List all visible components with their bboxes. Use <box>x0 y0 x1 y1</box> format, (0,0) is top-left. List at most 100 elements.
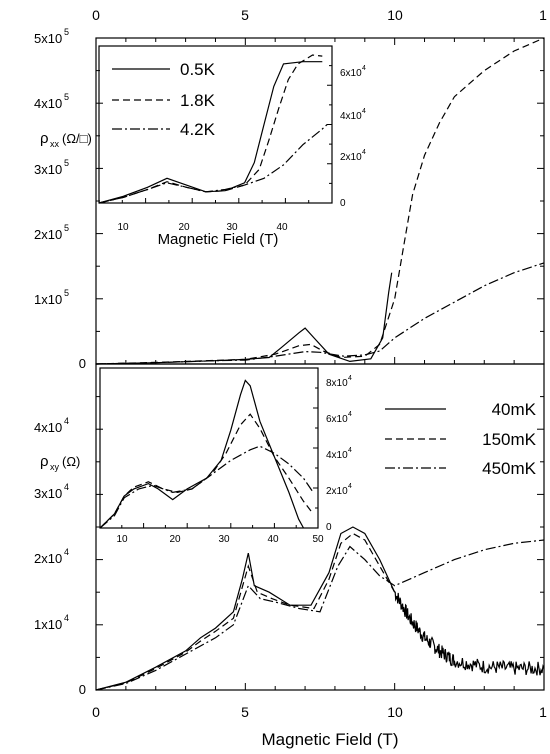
svg-text:(Ω): (Ω) <box>62 454 80 469</box>
svg-text:5: 5 <box>64 27 69 37</box>
xy-inset-y-tick-8e4: 8x10 4 <box>326 375 352 389</box>
top-x-tick-5: 5 <box>241 7 249 23</box>
svg-text:5: 5 <box>64 288 69 298</box>
svg-text:4: 4 <box>362 149 366 156</box>
rho-xx-inset-series-4.2k <box>98 124 328 204</box>
top-x-tick-0: 0 <box>92 7 100 23</box>
svg-text:5: 5 <box>64 158 69 168</box>
rho-xx-frame <box>95 37 545 365</box>
rho-xy-y-tick-0: 0 <box>79 682 86 697</box>
bottom-x-tick-10: 10 <box>387 704 403 720</box>
xx-legend: 0.5K 1.8K 4.2K <box>112 60 216 139</box>
rho-xx-main-series-1 <box>95 37 545 365</box>
svg-text:xx: xx <box>50 139 60 149</box>
svg-text:(Ω/□): (Ω/□) <box>62 131 92 146</box>
xy-inset-y-tick-4e4: 4x10 4 <box>326 447 352 461</box>
legend-label-4.2K: 4.2K <box>180 120 216 139</box>
xy-inset-y-tick-6e4: 6x10 4 <box>326 411 352 425</box>
rho-xx-y-axis-label: ρ xx (Ω/□) <box>40 130 92 149</box>
legend-label-1.8K: 1.8K <box>180 91 216 110</box>
svg-text:2x10: 2x10 <box>34 227 62 242</box>
top-x-tick-10: 10 <box>387 7 403 23</box>
xy-inset-x-tick-30: 30 <box>218 534 230 545</box>
xx-inset-x-tick-30: 30 <box>226 222 238 233</box>
rho-xx-y-tick-1e5: 1x10 5 <box>34 288 69 307</box>
xx-inset-y-tick-2e4: 2x10 4 <box>340 149 366 163</box>
bottom-x-tick-5: 5 <box>241 704 249 720</box>
svg-text:8x10: 8x10 <box>326 378 348 389</box>
rho-xx-main-series-2 <box>95 262 545 365</box>
xx-inset-x-tick-40: 40 <box>276 222 288 233</box>
rho-xx-y-tick-5e5: 5x10 5 <box>34 27 69 46</box>
svg-text:5x10: 5x10 <box>34 31 62 46</box>
svg-text:5: 5 <box>64 92 69 102</box>
rho-xy-y-tick-3e4: 3x10 4 <box>34 482 69 501</box>
rho-xx-y-tick-3e5: 3x10 5 <box>34 158 69 177</box>
xx-inset-y-tick-6e4: 6x10 4 <box>340 65 366 79</box>
svg-text:4: 4 <box>64 613 69 623</box>
svg-text:4: 4 <box>362 108 366 115</box>
svg-text:4: 4 <box>348 375 352 382</box>
xx-inset-y-tick-4e4: 4x10 4 <box>340 108 366 122</box>
xy-inset-x-tick-40: 40 <box>267 534 279 545</box>
rho-xy-inset-series-2 <box>99 445 314 529</box>
rho-xy-main-series-450mk <box>95 539 545 691</box>
svg-text:4: 4 <box>362 65 366 72</box>
svg-text:1x10: 1x10 <box>34 292 62 307</box>
svg-text:6x10: 6x10 <box>340 68 362 79</box>
legend-label-0.5K: 0.5K <box>180 60 216 79</box>
rho-xx-y-tick-0: 0 <box>79 356 86 371</box>
rho-xy-main-series-40mk <box>95 526 396 691</box>
xx-inset-x-tick-20: 20 <box>178 222 190 233</box>
svg-text:3x10: 3x10 <box>34 486 62 501</box>
svg-text:4: 4 <box>348 483 352 490</box>
svg-text:4: 4 <box>64 482 69 492</box>
rho-xy-inset-series-1 <box>99 413 314 529</box>
bottom-x-tick-15: 1 <box>539 704 547 720</box>
svg-text:2x10: 2x10 <box>340 152 362 163</box>
xy-inset-x-tick-20: 20 <box>169 534 181 545</box>
svg-text:4: 4 <box>64 416 69 426</box>
rho-xy-main-series-noisy <box>394 591 545 676</box>
legend-label-150mK: 150mK <box>482 430 537 449</box>
xy-inset-x-tick-50: 50 <box>312 534 324 545</box>
svg-text:ρ: ρ <box>40 130 49 147</box>
bottom-x-axis-label: Magnetic Field (T) <box>262 730 399 749</box>
svg-text:4: 4 <box>64 547 69 557</box>
xx-inset-x-tick-10: 10 <box>117 222 129 233</box>
svg-text:ρ: ρ <box>40 453 49 470</box>
svg-text:4: 4 <box>348 447 352 454</box>
rho-xy-main-series-150mk <box>95 532 396 691</box>
svg-text:2x10: 2x10 <box>34 551 62 566</box>
rho-xy-y-tick-4e4: 4x10 4 <box>34 416 69 435</box>
rho-xx-y-tick-2e5: 2x10 5 <box>34 223 69 242</box>
xy-inset-y-tick-2e4: 2x10 4 <box>326 483 352 497</box>
svg-text:3x10: 3x10 <box>34 162 62 177</box>
xy-inset-x-tick-10: 10 <box>116 534 128 545</box>
svg-text:6x10: 6x10 <box>326 414 348 425</box>
rho-xx-y-tick-4e5: 4x10 5 <box>34 92 69 111</box>
legend-label-40mK: 40mK <box>492 400 537 419</box>
svg-text:xy: xy <box>50 462 60 472</box>
xy-legend: 40mK 150mK 450mK <box>385 400 537 478</box>
svg-text:5: 5 <box>64 223 69 233</box>
rho-xy-y-axis-label: ρ xy (Ω) <box>40 453 80 472</box>
rho-xy-inset-frame <box>99 367 319 529</box>
rho-xy-frame <box>95 363 545 691</box>
rho-xy-y-tick-2e4: 2x10 4 <box>34 547 69 566</box>
xx-inset-x-axis-label: Magnetic Field (T) <box>158 231 279 248</box>
svg-text:2x10: 2x10 <box>326 486 348 497</box>
svg-text:4x10: 4x10 <box>34 96 62 111</box>
svg-text:4: 4 <box>348 411 352 418</box>
bottom-x-tick-0: 0 <box>92 704 100 720</box>
top-x-tick-15: 1 <box>539 7 547 23</box>
legend-label-450mK: 450mK <box>482 459 537 478</box>
rho-xx-main-series-0 <box>95 272 393 365</box>
svg-text:4x10: 4x10 <box>34 420 62 435</box>
rho-xy-y-tick-1e4: 1x10 4 <box>34 613 69 632</box>
svg-text:4x10: 4x10 <box>326 450 348 461</box>
xx-inset-y-tick-0: 0 <box>340 198 346 209</box>
svg-text:1x10: 1x10 <box>34 617 62 632</box>
svg-text:4x10: 4x10 <box>340 111 362 122</box>
